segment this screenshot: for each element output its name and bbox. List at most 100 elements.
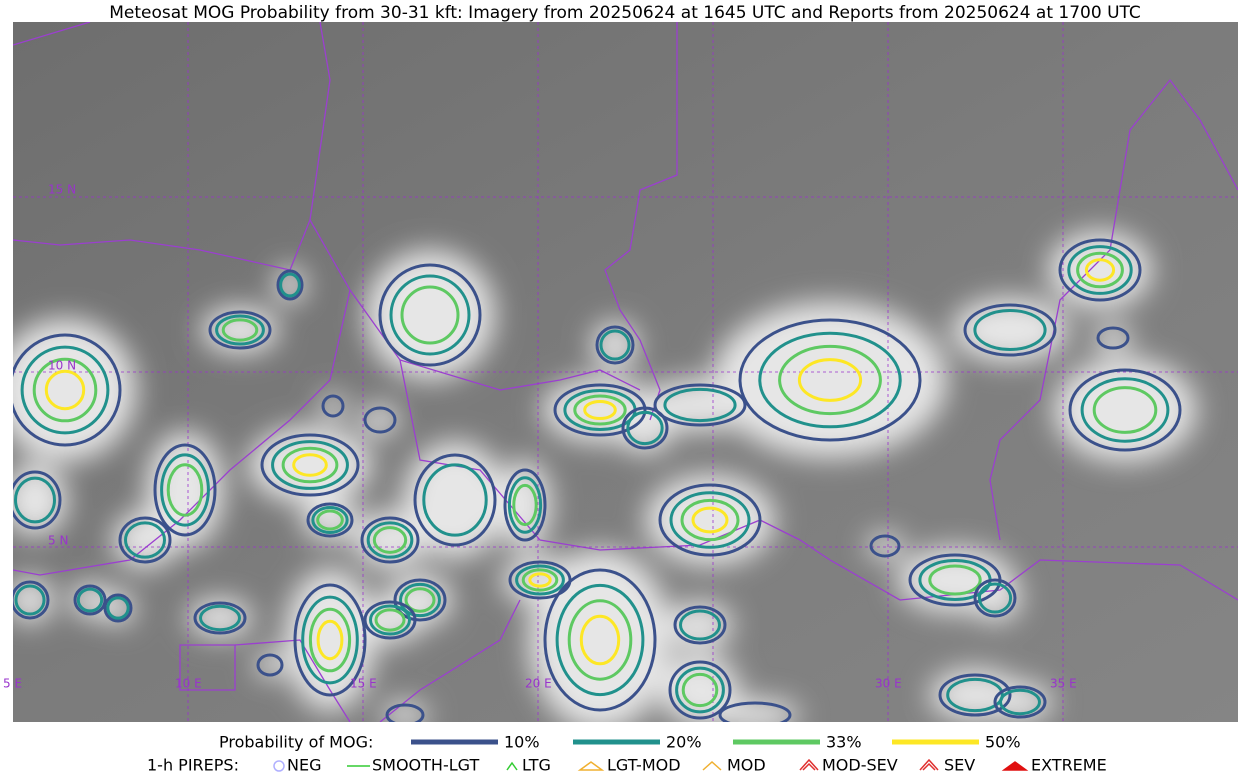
contour: [193, 601, 247, 635]
lat-label: 15 N: [48, 183, 76, 197]
contour: [658, 483, 762, 557]
contour: [599, 329, 631, 361]
cloud: [365, 250, 495, 380]
contour: [503, 468, 547, 542]
contour: [738, 318, 922, 442]
contour: [422, 463, 488, 537]
cloud: [1053, 358, 1197, 462]
icon-neg: [273, 760, 285, 772]
contour: [14, 584, 46, 616]
contour: [279, 272, 301, 298]
contour: [583, 400, 617, 420]
contour: [118, 516, 172, 564]
cloud: [591, 321, 639, 369]
contour: [311, 506, 349, 534]
contour: [1067, 245, 1133, 295]
icon-ltg: [506, 761, 518, 771]
cloud: [713, 302, 947, 458]
map: [13, 22, 1238, 722]
cloud: [645, 474, 775, 566]
contour: [385, 703, 425, 722]
contour: [293, 583, 367, 697]
contour: [256, 653, 284, 677]
contour: [400, 285, 460, 345]
cloud: [201, 306, 279, 354]
contour: [13, 333, 122, 447]
pirep-label: SMOOTH-LGT: [372, 756, 479, 775]
cloud: [499, 459, 551, 551]
contour: [13, 470, 62, 530]
contour: [977, 582, 1013, 614]
contour: [675, 666, 725, 714]
contour: [360, 516, 420, 564]
contour: [508, 560, 572, 600]
cloud: [661, 653, 739, 722]
cloud: [641, 379, 759, 431]
contour: [567, 599, 633, 681]
contour: [573, 394, 627, 426]
cloud: [247, 426, 373, 504]
icon-mod-sev: [799, 758, 819, 771]
contour: [124, 521, 166, 559]
contour: [973, 309, 1047, 351]
contour: [1084, 258, 1116, 282]
contour: [76, 587, 104, 613]
grid-labels: 15 N 10 N 5 N 5 E 10 E 15 E 20 E 30 E 35 E: [3, 183, 1077, 691]
lon-label: 35 E: [1050, 677, 1077, 691]
contours: [13, 238, 1182, 722]
contour: [363, 406, 397, 434]
contour: [621, 406, 669, 450]
contour: [680, 498, 740, 542]
icon-lgt-mod: [577, 761, 605, 771]
contour: [215, 314, 265, 346]
contour: [199, 604, 241, 632]
cloud: [1048, 231, 1152, 309]
contour: [553, 383, 647, 437]
contour: [718, 701, 792, 722]
contour: [1096, 326, 1130, 350]
contour: [73, 584, 107, 616]
contour: [393, 578, 447, 622]
contour: [221, 318, 259, 342]
pirep-label: MOD-SEV: [822, 756, 898, 775]
pireps-title: 1-h PIREPS:: [147, 756, 239, 775]
lon-label: 30 E: [875, 677, 902, 691]
contour: [208, 310, 272, 350]
contour: [521, 568, 559, 592]
contour: [579, 614, 621, 666]
contour: [507, 476, 543, 534]
cloud: [13, 463, 68, 537]
contour: [369, 604, 411, 636]
contour: [778, 344, 882, 416]
contour: [758, 331, 902, 429]
lon-label: 5 E: [3, 677, 22, 691]
contour: [413, 453, 497, 547]
cloud: [501, 556, 579, 604]
contour: [993, 685, 1047, 719]
contour: [166, 463, 204, 517]
contour: [389, 274, 471, 356]
contour: [372, 526, 408, 554]
pirep-label: SEV: [944, 756, 975, 775]
pirep-icons: [273, 758, 1029, 772]
contour: [512, 483, 538, 527]
icon-mod: [702, 760, 722, 771]
cloud: [112, 511, 178, 569]
contour: [1058, 238, 1142, 302]
contour: [153, 443, 217, 537]
contour: [668, 660, 732, 720]
contour: [669, 491, 751, 549]
legend-label: 33%: [826, 733, 862, 752]
contour: [1068, 368, 1182, 452]
contour: [681, 672, 719, 708]
contour: [366, 521, 414, 559]
contour: [399, 582, 441, 618]
contour: [691, 506, 729, 534]
cloud: [969, 574, 1021, 622]
icon-sev: [919, 758, 939, 771]
contour: [281, 446, 339, 484]
contour: [363, 600, 417, 640]
contour: [306, 502, 354, 538]
contour: [515, 564, 565, 596]
